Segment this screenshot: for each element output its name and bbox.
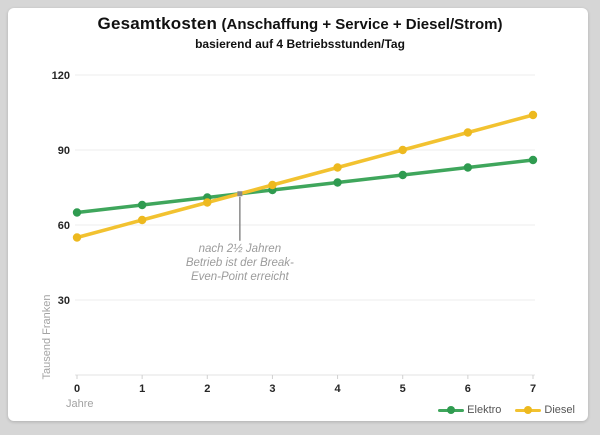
data-point-elektro-6 [463,163,473,172]
xtick-label-3: 3 [269,383,275,395]
data-point-diesel-3 [268,180,277,190]
legend-label-diesel: Diesel [544,404,575,416]
ytick-label-90: 90 [58,145,70,157]
chart-legend: Elektro Diesel [438,404,575,416]
xtick-label-1: 1 [139,383,145,395]
legend-item-diesel: Diesel [515,404,575,416]
data-point-diesel-6 [463,128,473,137]
data-point-elektro-0 [72,208,82,217]
legend-marker-diesel-icon [515,405,542,415]
data-point-elektro-1 [137,200,147,210]
xtick-label-5: 5 [400,383,406,395]
ytick-label-60: 60 [58,220,70,232]
chart-title-main: Gesamtkosten [97,14,218,33]
data-point-diesel-2 [203,198,212,207]
data-point-diesel-0 [72,233,82,242]
data-point-elektro-4 [333,178,342,187]
legend-marker-elektro-icon [438,405,465,415]
break-even-annotation-line-3: Even-Point erreicht [191,271,290,283]
ytick-label-30: 30 [58,295,70,307]
data-point-diesel-4 [333,163,342,172]
chart-header: Gesamtkosten (Anschaffung + Service + Di… [0,13,600,52]
data-point-elektro-5 [398,170,407,180]
xtick-label-4: 4 [335,383,342,395]
series-line-elektro [75,158,535,215]
data-point-diesel-1 [137,215,147,225]
chart-title: Gesamtkosten (Anschaffung + Service + Di… [0,13,600,35]
xtick-label-0: 0 [74,383,80,395]
chart-card [8,8,588,421]
xtick-label-2: 2 [204,383,210,395]
break-even-marker [237,191,243,197]
series-line-diesel [75,113,535,240]
data-point-elektro-7 [528,155,538,165]
break-even-annotation-line-2: Betrieb ist der Break- [186,257,294,269]
chart-title-paren: (Anschaffung + Service + Diesel/Strom) [221,16,503,33]
data-point-diesel-7 [528,110,538,120]
legend-item-elektro: Elektro [438,404,501,416]
chart-subtitle: basierend auf 4 Betriebsstunden/Tag [195,37,405,51]
xtick-label-7: 7 [530,383,536,395]
y-axis-title: Tausend Franken [41,295,53,380]
data-point-diesel-5 [398,145,407,155]
break-even-annotation-line-1: nach 2½ Jahren [199,243,281,255]
legend-label-elektro: Elektro [467,404,502,416]
ytick-label-120: 120 [52,70,70,82]
x-axis-title: Jahre [66,398,94,410]
xtick-label-6: 6 [465,383,471,395]
